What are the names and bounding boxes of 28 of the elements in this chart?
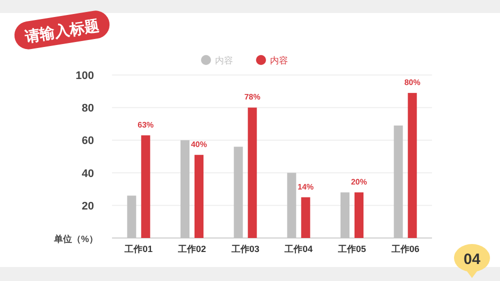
annotation: 40% bbox=[190, 140, 208, 149]
x-tick-label: 工作06 bbox=[390, 244, 420, 254]
annotation: 78% bbox=[244, 92, 260, 102]
bar bbox=[301, 197, 310, 238]
y-tick-label: 80 bbox=[82, 102, 94, 115]
x-tick-label: 工作01 bbox=[124, 244, 153, 254]
y-tick-label: 40 bbox=[82, 168, 94, 180]
bar bbox=[248, 108, 257, 238]
y-tick-label: 20 bbox=[82, 200, 94, 212]
text: 04 bbox=[464, 251, 481, 268]
annotation: 20% bbox=[350, 177, 368, 186]
bar bbox=[194, 154, 204, 238]
chart-title: 请输入标题 bbox=[22, 17, 101, 46]
x-tick-label: 工作05 bbox=[336, 244, 366, 254]
x-tick-label: 工作03 bbox=[230, 244, 260, 254]
annotation: 63% bbox=[138, 120, 154, 130]
y-axis-title: 单位（%） bbox=[52, 234, 98, 244]
y-tick-label: 100 bbox=[76, 70, 94, 82]
legend-label: 内容 bbox=[270, 56, 288, 66]
bar bbox=[141, 135, 150, 238]
y-tick-label: 60 bbox=[82, 135, 94, 148]
legend-label: 内容 bbox=[215, 56, 233, 66]
bar bbox=[354, 192, 364, 238]
annotation: 14% bbox=[298, 182, 314, 192]
x-tick-label: 工作02 bbox=[176, 244, 206, 254]
annotation: 80% bbox=[404, 78, 420, 87]
bar bbox=[408, 92, 417, 238]
x-tick-label: 工作04 bbox=[284, 244, 313, 254]
